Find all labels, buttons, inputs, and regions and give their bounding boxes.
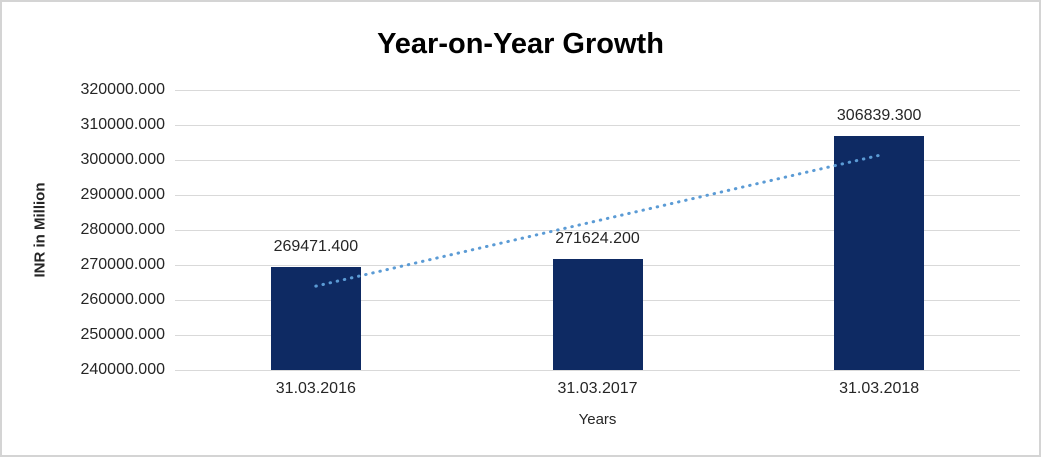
x-axis-title: Years	[578, 411, 617, 428]
x-tick-label: 31.03.2017	[557, 380, 638, 397]
y-tick-label: 250000.000	[80, 326, 165, 343]
y-tick-label: 320000.000	[80, 81, 165, 98]
data-label: 269471.400	[273, 237, 359, 255]
x-tick-label: 31.03.2018	[839, 380, 920, 397]
y-tick-label: 300000.000	[80, 151, 165, 168]
bar-31.03.2018	[834, 136, 925, 370]
plot-area: 269471.400 271624.200 306839.300	[175, 90, 1020, 371]
bar-31.03.2017	[552, 259, 643, 370]
gridline	[175, 125, 1020, 126]
data-label: 271624.200	[555, 230, 640, 248]
x-tick-label: 31.03.2016	[275, 380, 356, 397]
y-tick-label: 260000.000	[80, 291, 165, 308]
bar-31.03.2016	[270, 266, 361, 370]
gridline	[175, 90, 1020, 91]
y-tick-label: 240000.000	[80, 361, 165, 378]
y-tick-label: 270000.000	[80, 256, 165, 273]
y-tick-label: 310000.000	[80, 116, 165, 133]
y-tick-label: 290000.000	[80, 186, 165, 203]
data-label: 306839.300	[836, 107, 922, 125]
chart-title: Year-on-Year Growth	[377, 28, 664, 60]
y-tick-label: 280000.000	[80, 221, 165, 238]
gridline	[175, 370, 1020, 371]
